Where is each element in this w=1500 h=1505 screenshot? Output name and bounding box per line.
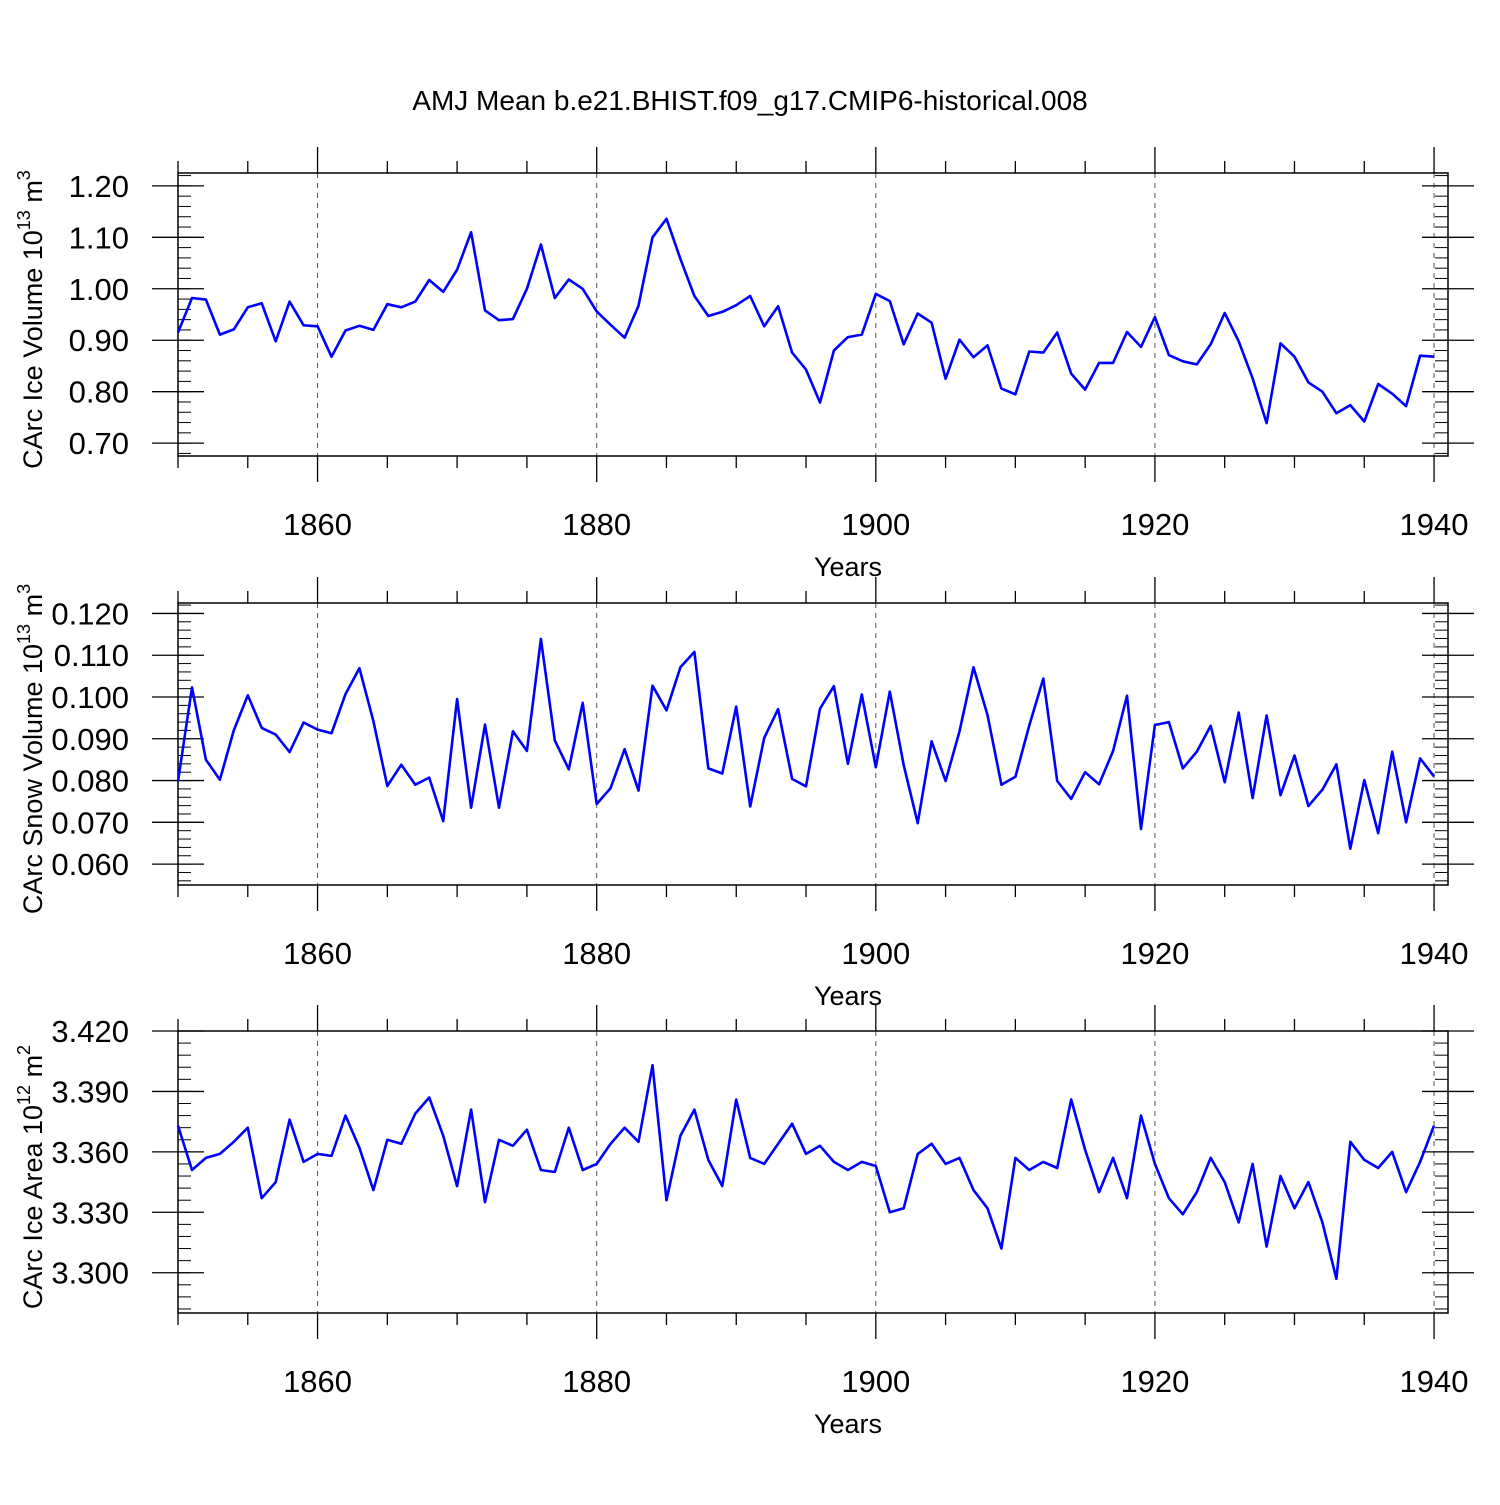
y-tick-label: 0.120: [51, 596, 129, 631]
chart-title: AMJ Mean b.e21.BHIST.f09_g17.CMIP6-histo…: [412, 85, 1087, 116]
y-tick-label: 3.360: [51, 1135, 129, 1170]
y-tick-label: 1.20: [69, 169, 129, 204]
y-axis-label-exponent: 13: [14, 210, 34, 230]
y-tick-label: 0.080: [51, 764, 129, 799]
y-tick-label: 0.90: [69, 323, 129, 358]
x-tick-label: 1860: [283, 1364, 352, 1399]
y-axis-label-unit-exponent: 3: [14, 584, 34, 594]
x-tick-label: 1940: [1400, 936, 1469, 971]
y-tick-label: 3.330: [51, 1195, 129, 1230]
y-tick-label: 1.10: [69, 220, 129, 255]
plot-frame: [177, 172, 1449, 457]
x-tick-label: 1860: [283, 507, 352, 542]
plot-frame: [177, 602, 1449, 886]
y-axis-label-exponent: 13: [14, 624, 34, 644]
x-tick-label: 1900: [841, 1364, 910, 1399]
x-tick-label: 1940: [1400, 507, 1469, 542]
x-tick-label: 1940: [1400, 1364, 1469, 1399]
x-axis-label: Years: [814, 552, 882, 582]
panel-2: 0.060 0.070 0.080 0.090 0.100 0.110 0.120 1860 1…: [14, 577, 1474, 1011]
y-axis-label: CArc Ice Area 1012 m2: [14, 1045, 48, 1309]
y-axis-label: CArc Snow Volume 1013 m3: [14, 584, 48, 914]
x-tick-label: 1880: [562, 1364, 631, 1399]
y-tick-label: 0.100: [51, 680, 129, 715]
x-tick-label: 1860: [283, 936, 352, 971]
y-tick-label: 0.060: [51, 847, 129, 882]
x-tick-label: 1900: [841, 936, 910, 971]
y-axis-label-unit-exponent: 3: [14, 170, 34, 180]
x-tick-label: 1920: [1120, 936, 1189, 971]
x-tick-label: 1920: [1120, 507, 1189, 542]
panel-3: 3.300 3.330 3.360 3.390 3.420 1860 1880 1900 192…: [14, 1005, 1474, 1439]
y-axis-label: CArc Ice Volume 1013 m3: [14, 170, 48, 469]
y-axis-label-text: CArc Ice Area 10: [18, 1105, 48, 1309]
x-tick-label: 1900: [841, 507, 910, 542]
y-tick-label: 3.300: [51, 1256, 129, 1291]
series-line: [176, 217, 1435, 425]
series-line: [176, 1063, 1436, 1281]
x-axis-label: Years: [814, 981, 882, 1011]
y-tick-label: 3.420: [51, 1014, 129, 1049]
x-tick-label: 1920: [1120, 1364, 1189, 1399]
y-axis-label-unit-exponent: 2: [14, 1045, 34, 1055]
y-axis-label-text: CArc Snow Volume 10: [18, 644, 48, 914]
x-tick-label: 1880: [562, 936, 631, 971]
x-axis-label: Years: [814, 1409, 882, 1439]
y-tick-label: 0.80: [69, 375, 129, 410]
y-axis-label-unit: m: [18, 180, 48, 210]
y-tick-label: 0.070: [51, 805, 129, 840]
y-axis-label-unit: m: [18, 1055, 48, 1085]
y-axis-label-exponent: 12: [14, 1085, 34, 1105]
x-tick-label: 1880: [562, 507, 631, 542]
y-axis-label-unit: m: [18, 594, 48, 624]
y-tick-label: 3.390: [51, 1074, 129, 1109]
panel-1: 0.70 0.80 0.90 1.00 1.10 1.20 1860 1880 1900 1920…: [14, 147, 1474, 582]
series-line: [176, 637, 1436, 851]
y-tick-label: 0.110: [54, 638, 129, 673]
y-tick-label: 1.00: [69, 272, 129, 307]
y-tick-label: 0.090: [51, 722, 129, 757]
plot-frame: [177, 1030, 1449, 1314]
y-axis-label-text: CArc Ice Volume 10: [18, 230, 48, 469]
y-tick-label: 0.70: [69, 426, 129, 461]
